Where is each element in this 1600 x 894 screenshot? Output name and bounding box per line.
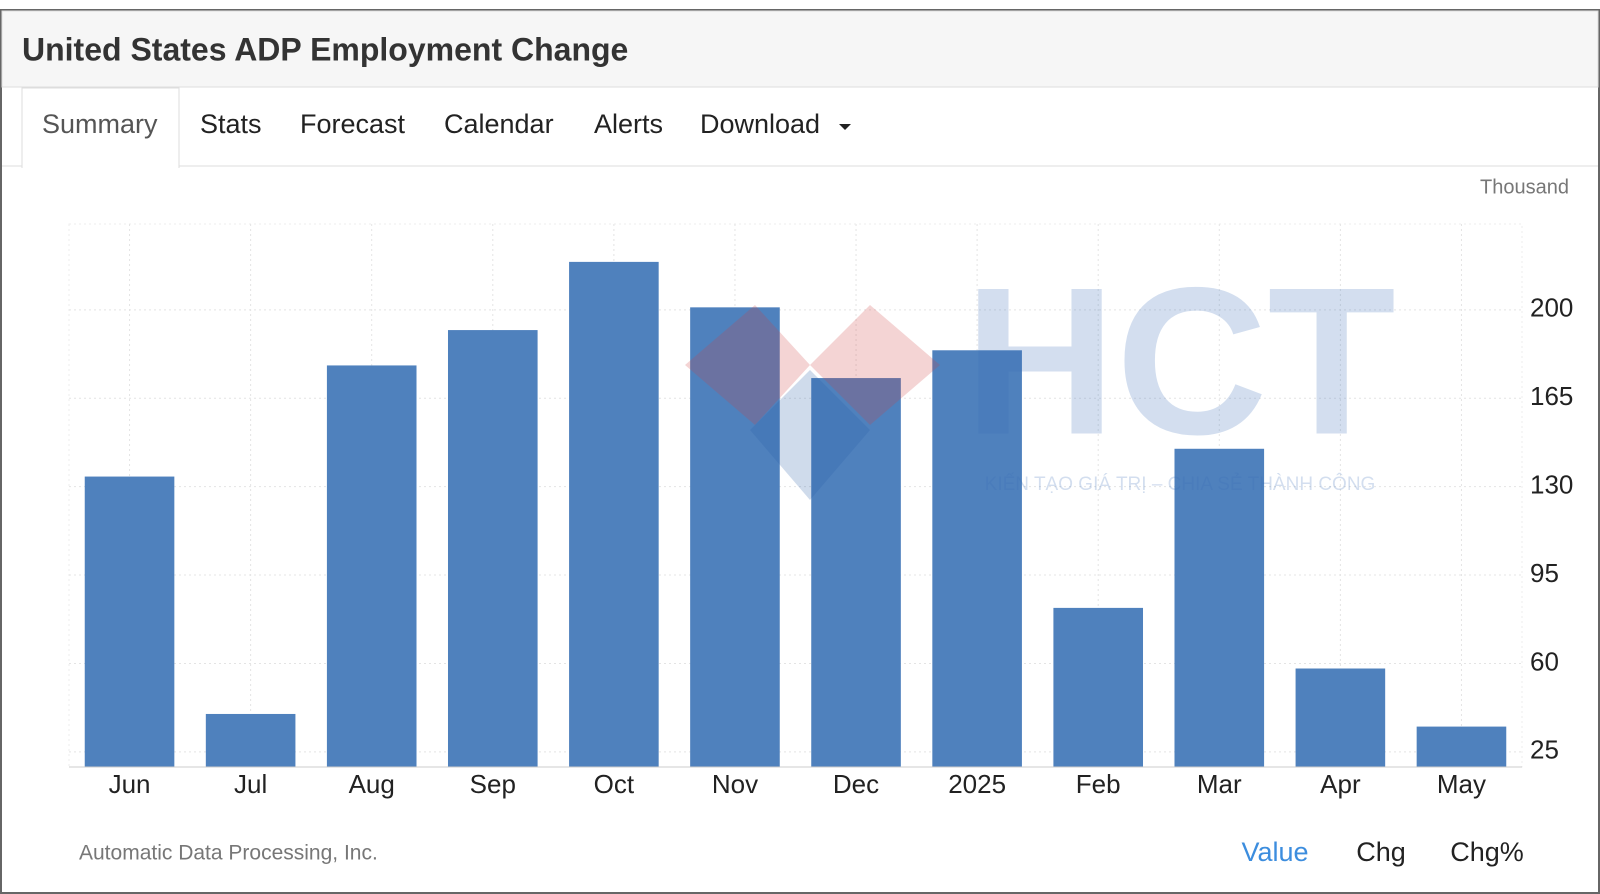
tab[interactable]: Calendar xyxy=(444,109,554,139)
watermark-shape xyxy=(685,305,810,425)
page-title: United States ADP Employment Change xyxy=(22,31,628,67)
bar xyxy=(1416,726,1507,767)
x-tick-label: Mar xyxy=(1197,769,1242,799)
tab[interactable]: Stats xyxy=(200,109,262,139)
bar xyxy=(932,350,1022,767)
bar xyxy=(84,476,175,767)
source: Automatic Data Processing, Inc. xyxy=(79,842,378,865)
x-tick-label: 2025 xyxy=(948,769,1006,799)
active-tab xyxy=(21,87,180,168)
y-tick-label: 165 xyxy=(1530,381,1573,411)
bar xyxy=(205,713,296,767)
toggle[interactable]: Value xyxy=(1241,837,1308,867)
x-tick-label: Apr xyxy=(1320,769,1361,799)
unit-label: Thousand xyxy=(1480,176,1569,198)
bar xyxy=(811,378,901,767)
bar xyxy=(690,307,780,767)
toggle[interactable]: Chg xyxy=(1356,837,1406,867)
watermark-shape xyxy=(810,305,940,425)
x-tick-label: Feb xyxy=(1076,769,1121,799)
bar xyxy=(1053,607,1144,767)
x-tick-label: Oct xyxy=(594,769,635,799)
x-tick-label: Aug xyxy=(349,769,395,799)
y-tick-label: 95 xyxy=(1530,558,1559,588)
y-tick-label: 130 xyxy=(1530,470,1573,500)
plot-area xyxy=(68,223,1523,768)
watermark-shape xyxy=(750,370,870,500)
tab[interactable]: Summary xyxy=(42,109,158,139)
bar xyxy=(1295,668,1386,767)
title-bar xyxy=(1,10,1599,88)
y-tick-label: 60 xyxy=(1530,646,1559,676)
toggle[interactable]: Chg% xyxy=(1450,837,1524,867)
x-tick-label: Jun xyxy=(109,769,151,799)
y-tick-label: 200 xyxy=(1530,293,1573,323)
x-tick-label: Dec xyxy=(833,769,879,799)
x-tick-label: Nov xyxy=(712,769,758,799)
bar xyxy=(447,330,538,767)
bar xyxy=(1174,448,1265,767)
tab[interactable]: Download xyxy=(700,109,820,139)
dropdown-caret xyxy=(839,124,851,130)
watermark-logo: HCT xyxy=(964,243,1396,478)
x-tick-label: Sep xyxy=(470,769,516,799)
bar xyxy=(326,365,417,767)
y-tick-label: 25 xyxy=(1530,735,1559,765)
watermark: HCT KIẾN TẠO GIÁ TRỊ – CHIA SẺ THÀNH CÔN… xyxy=(685,243,1396,500)
tab[interactable]: Alerts xyxy=(594,109,663,139)
watermark-slogan: KIẾN TẠO GIÁ TRỊ – CHIA SẺ THÀNH CÔNG xyxy=(985,473,1376,495)
x-tick-label: Jul xyxy=(234,769,267,799)
tab[interactable]: Forecast xyxy=(300,109,406,139)
bar xyxy=(569,261,659,767)
x-tick-label: May xyxy=(1437,769,1486,799)
